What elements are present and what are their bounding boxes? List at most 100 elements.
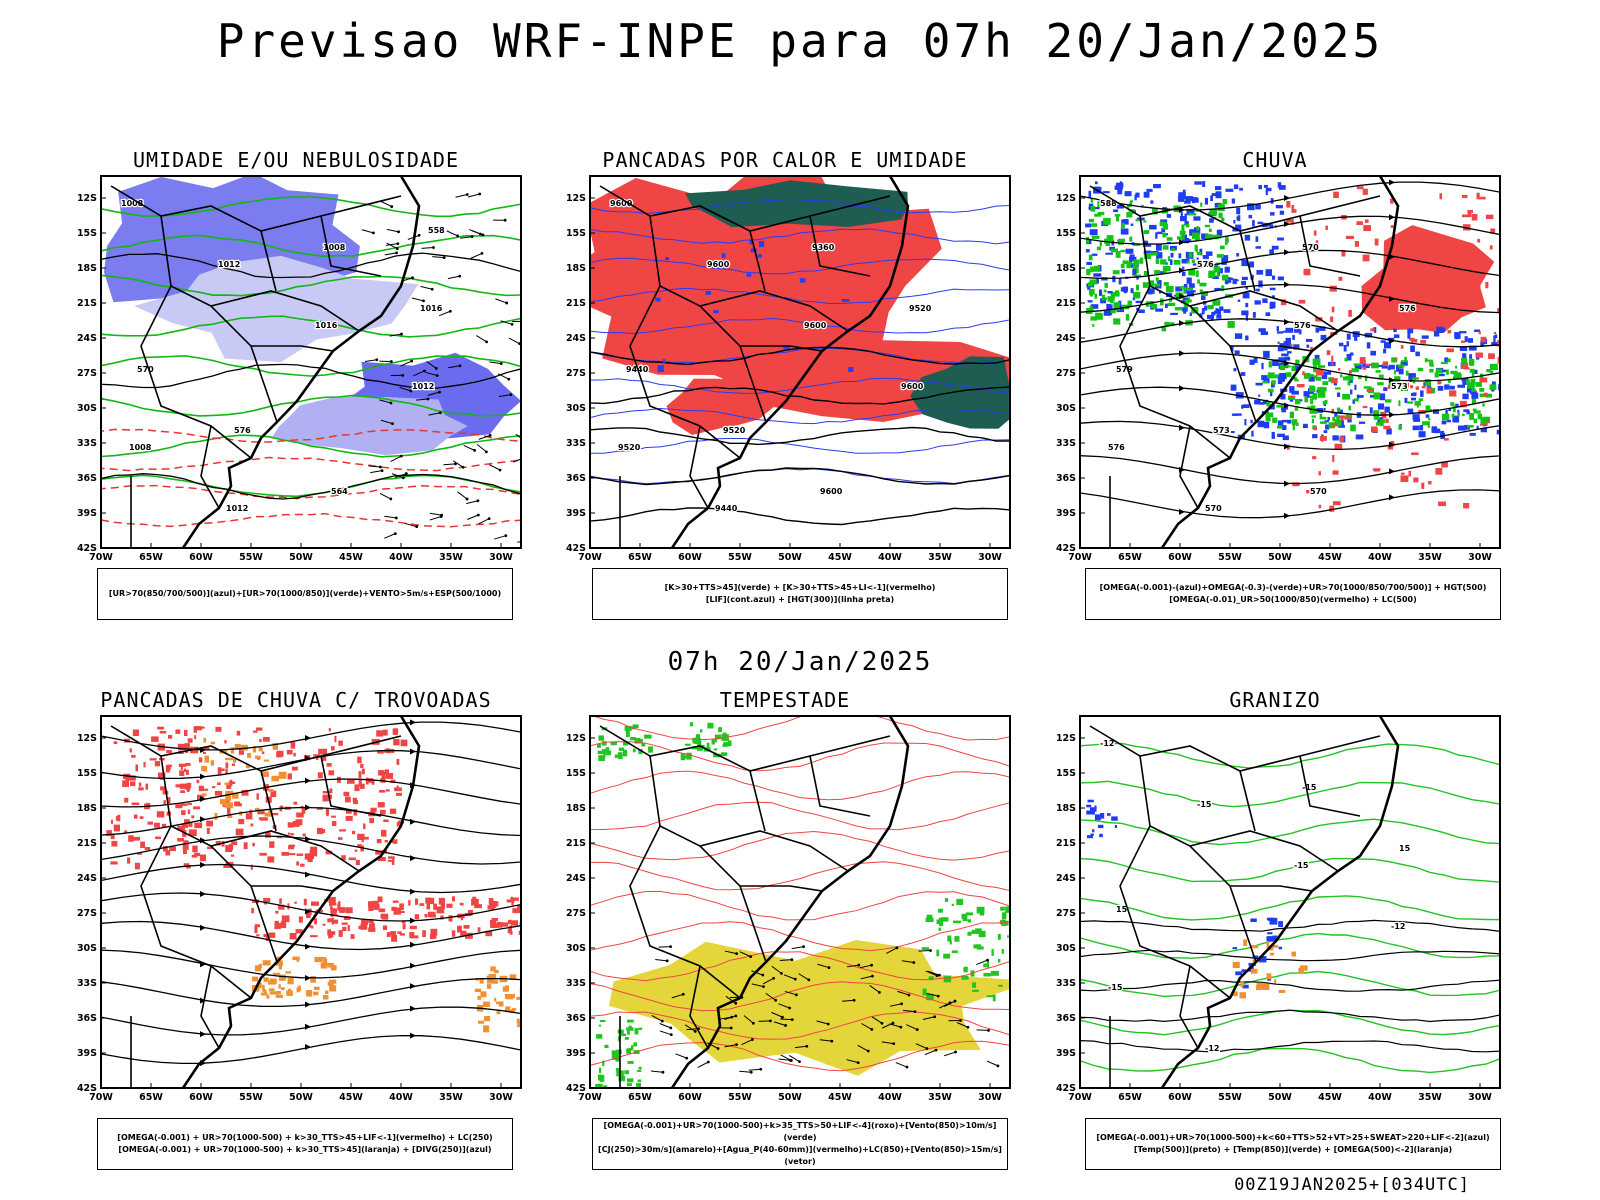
rain-area-blue bbox=[1462, 380, 1467, 385]
storm-area-red bbox=[343, 916, 351, 920]
pw-contour-red bbox=[590, 801, 1010, 831]
storm-area-red bbox=[218, 768, 225, 772]
rain-area-blue bbox=[1277, 377, 1283, 384]
wind-vector-head bbox=[907, 993, 911, 997]
lat-label: 27S bbox=[566, 908, 586, 919]
rain-area-red bbox=[1332, 455, 1335, 462]
rain-area-blue bbox=[1125, 248, 1134, 254]
storm-area-orange bbox=[484, 1016, 491, 1022]
rain-area-blue bbox=[1129, 256, 1137, 262]
rain-area-blue bbox=[1135, 300, 1143, 304]
contour-label: 570 bbox=[1302, 243, 1319, 252]
rain-area-green bbox=[1310, 398, 1314, 405]
storm-area-orange bbox=[474, 988, 482, 993]
wind-vector bbox=[508, 337, 520, 345]
rain-area-red bbox=[1461, 194, 1468, 198]
rain-area-green bbox=[1310, 395, 1315, 399]
rain-area-green bbox=[1321, 416, 1327, 420]
wind850-area-green bbox=[944, 898, 949, 902]
omega500-area-orange bbox=[1256, 984, 1264, 990]
country-border bbox=[260, 770, 277, 832]
rain-area-blue bbox=[1165, 303, 1168, 308]
country-border bbox=[749, 770, 766, 832]
rain-area-blue bbox=[1211, 311, 1216, 316]
wind-vector-head bbox=[438, 390, 441, 394]
rain-area-green bbox=[1096, 312, 1100, 316]
wind-vector-head bbox=[401, 476, 405, 480]
wind-vector bbox=[391, 473, 404, 479]
rain-area-green bbox=[1088, 218, 1094, 223]
storm-area-red bbox=[339, 829, 346, 832]
rain-area-green bbox=[1471, 370, 1475, 377]
storm-area-orange bbox=[272, 972, 280, 976]
rain-area-blue bbox=[1276, 326, 1279, 331]
hail-area-blue bbox=[1258, 956, 1267, 963]
rain-area-red bbox=[1395, 358, 1398, 361]
storm-area-red bbox=[201, 726, 205, 729]
rain-area-green bbox=[1217, 204, 1225, 212]
rain-area-green bbox=[1113, 302, 1120, 308]
rain-area-blue bbox=[1250, 419, 1253, 424]
rain-area-blue bbox=[1116, 204, 1124, 209]
pw-contour-red bbox=[590, 921, 1010, 952]
storm-area-red bbox=[347, 779, 355, 784]
wind-vector bbox=[842, 999, 855, 1002]
storm-area-red bbox=[490, 922, 497, 928]
rain-area-blue bbox=[1352, 399, 1355, 404]
wind-vector bbox=[368, 465, 381, 468]
rain-area-red bbox=[1430, 279, 1434, 283]
storm-area-orange bbox=[505, 1006, 511, 1011]
storm-area-red bbox=[322, 748, 327, 755]
storm-area-red bbox=[155, 836, 161, 840]
storm-area-orange bbox=[203, 766, 208, 772]
wind-vector bbox=[861, 1023, 873, 1030]
lon-label: 70W bbox=[89, 552, 113, 563]
rain-area-red bbox=[1488, 353, 1495, 359]
storm-area-red bbox=[194, 852, 201, 856]
rain-area-blue bbox=[1388, 364, 1395, 370]
rain-area-red bbox=[1286, 219, 1293, 223]
lat-label: 15S bbox=[1056, 768, 1076, 779]
rain-area-blue bbox=[1323, 430, 1328, 433]
rain-area-blue bbox=[1233, 367, 1237, 372]
rain-area-blue bbox=[1184, 221, 1189, 226]
country-border bbox=[210, 830, 360, 872]
rain-area-green bbox=[1268, 361, 1272, 368]
wind-vector-head bbox=[934, 1048, 938, 1052]
storm-area-orange bbox=[486, 984, 492, 989]
storm-area-red bbox=[143, 761, 146, 768]
rain-area-blue bbox=[1321, 373, 1328, 380]
legend-line: [OMEGA(-0.001)+UR>70(1000-500)+k>35_TTS>… bbox=[603, 1121, 997, 1142]
rain-area-blue bbox=[1377, 364, 1383, 367]
wind-vector-head bbox=[396, 242, 400, 246]
storm-area-orange bbox=[510, 1009, 516, 1013]
wind850-area-green bbox=[990, 970, 999, 976]
storm-area-red bbox=[391, 858, 395, 865]
streamline-arrow bbox=[1179, 293, 1185, 300]
storm-area-red bbox=[158, 772, 166, 778]
rain-area-blue bbox=[1135, 192, 1140, 198]
wind-vector-head bbox=[789, 1058, 792, 1062]
rain-area-blue bbox=[1182, 271, 1186, 277]
storm-area-red bbox=[135, 764, 138, 772]
wind850-area-green bbox=[991, 948, 994, 956]
storm-area-red bbox=[227, 807, 231, 815]
rain-area-red bbox=[1478, 331, 1481, 335]
wind850-area-green bbox=[637, 738, 643, 744]
rain-area-green bbox=[1424, 379, 1431, 386]
storm-area-red bbox=[370, 923, 375, 930]
wind850-area-green bbox=[615, 1068, 620, 1072]
storm-area-red bbox=[368, 906, 374, 911]
rain-area-blue bbox=[1464, 336, 1468, 342]
wind-vector-head bbox=[996, 1064, 1000, 1068]
rain-area-blue bbox=[1448, 408, 1452, 411]
rain-area-red bbox=[1331, 424, 1339, 427]
storm-area-red bbox=[322, 791, 331, 794]
storm-area-red bbox=[185, 763, 191, 766]
rain-area-blue bbox=[1124, 191, 1132, 197]
pw-contour-red bbox=[590, 716, 1010, 741]
storm-area-red bbox=[399, 910, 405, 913]
storm-area-red bbox=[393, 739, 400, 746]
lon-label: 50W bbox=[1268, 552, 1292, 563]
rain-area-green bbox=[1489, 370, 1494, 374]
